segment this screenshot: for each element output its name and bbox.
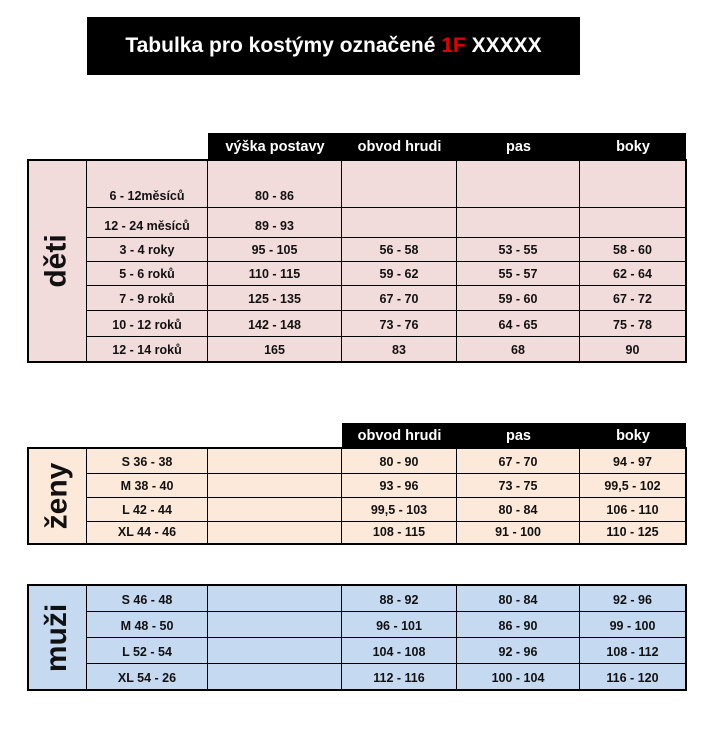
- table-cell: 100 - 104: [457, 664, 580, 690]
- table-cell: 99,5 - 103: [342, 498, 457, 522]
- muzi-group-label: muži: [28, 585, 87, 690]
- table-cell: 80 - 86: [208, 160, 342, 208]
- column-header: pas: [457, 133, 580, 160]
- table-cell: 80 - 84: [457, 585, 580, 612]
- size-label: 3 - 4 roky: [87, 238, 208, 262]
- column-header: obvod hrudi: [342, 133, 457, 160]
- table-cell: 99 - 100: [580, 612, 686, 638]
- column-header: pas: [457, 423, 580, 448]
- table-cell: 106 - 110: [580, 498, 686, 522]
- table-cell: [208, 448, 342, 474]
- size-label: XL 44 - 46: [87, 522, 208, 544]
- table-cell: [208, 638, 342, 664]
- table-cell: [208, 474, 342, 498]
- table-cell: 88 - 92: [342, 585, 457, 612]
- table-cell: 93 - 96: [342, 474, 457, 498]
- table-cell: 110 - 125: [580, 522, 686, 544]
- table-cell: 86 - 90: [457, 612, 580, 638]
- table-cell: 58 - 60: [580, 238, 686, 262]
- table-cell: 99,5 - 102: [580, 474, 686, 498]
- table-cell: 80 - 84: [457, 498, 580, 522]
- size-label: 7 - 9 roků: [87, 286, 208, 311]
- table-cell: 56 - 58: [342, 238, 457, 262]
- size-label: 6 - 12měsíců: [87, 160, 208, 208]
- table-cell: 80 - 90: [342, 448, 457, 474]
- group-label-text: muži: [40, 603, 73, 672]
- column-header: boky: [580, 423, 686, 448]
- column-header: obvod hrudi: [342, 423, 457, 448]
- zeny-group-label: ženy: [28, 448, 87, 544]
- title-text: Tabulka pro kostýmy označené: [125, 34, 442, 57]
- table-cell: 108 - 115: [342, 522, 457, 544]
- title-highlight: 1F: [441, 34, 466, 57]
- column-header: výška postavy: [208, 133, 342, 160]
- table-cell: 112 - 116: [342, 664, 457, 690]
- table-cell: [208, 522, 342, 544]
- size-label: 12 - 24 měsíců: [87, 208, 208, 238]
- table-cell: 53 - 55: [457, 238, 580, 262]
- group-label-text: děti: [40, 234, 73, 288]
- page-title: Tabulka pro kostýmy označené 1F XXXXX: [87, 17, 580, 75]
- table-cell: 94 - 97: [580, 448, 686, 474]
- table-cell: 59 - 62: [342, 262, 457, 286]
- table-cell: 89 - 93: [208, 208, 342, 238]
- table-cell: 91 - 100: [457, 522, 580, 544]
- table-cell: 108 - 112: [580, 638, 686, 664]
- size-label: 12 - 14 roků: [87, 337, 208, 362]
- table-cell: [208, 585, 342, 612]
- deti-group-label: děti: [28, 160, 87, 362]
- table-cell: [457, 160, 580, 208]
- size-label: L 52 - 54: [87, 638, 208, 664]
- table-cell: 104 - 108: [342, 638, 457, 664]
- size-label: XL 54 - 26: [87, 664, 208, 690]
- table-cell: 67 - 70: [342, 286, 457, 311]
- size-label: S 36 - 38: [87, 448, 208, 474]
- table-cell: 95 - 105: [208, 238, 342, 262]
- table-cell: 75 - 78: [580, 311, 686, 337]
- column-header: boky: [580, 133, 686, 160]
- table-cell: 62 - 64: [580, 262, 686, 286]
- table-cell: 59 - 60: [457, 286, 580, 311]
- table-cell: 92 - 96: [580, 585, 686, 612]
- table-cell: 96 - 101: [342, 612, 457, 638]
- table-cell: 73 - 76: [342, 311, 457, 337]
- table-cell: [457, 208, 580, 238]
- table-cell: [208, 664, 342, 690]
- size-label: S 46 - 48: [87, 585, 208, 612]
- table-cell: 116 - 120: [580, 664, 686, 690]
- size-label: L 42 - 44: [87, 498, 208, 522]
- size-label: M 48 - 50: [87, 612, 208, 638]
- table-cell: 73 - 75: [457, 474, 580, 498]
- table-cell: [580, 160, 686, 208]
- title-suffix: XXXXX: [465, 34, 542, 57]
- table-cell: 165: [208, 337, 342, 362]
- table-cell: 67 - 70: [457, 448, 580, 474]
- size-label: 5 - 6 roků: [87, 262, 208, 286]
- table-cell: 64 - 65: [457, 311, 580, 337]
- size-label: M 38 - 40: [87, 474, 208, 498]
- table-cell: 125 - 135: [208, 286, 342, 311]
- group-label-text: ženy: [40, 462, 74, 530]
- size-label: 10 - 12 roků: [87, 311, 208, 337]
- table-cell: 83: [342, 337, 457, 362]
- table-cell: 92 - 96: [457, 638, 580, 664]
- table-cell: [208, 498, 342, 522]
- table-cell: 68: [457, 337, 580, 362]
- table-cell: 110 - 115: [208, 262, 342, 286]
- table-cell: [208, 612, 342, 638]
- table-cell: 142 - 148: [208, 311, 342, 337]
- table-cell: [342, 160, 457, 208]
- table-cell: [342, 208, 457, 238]
- table-cell: 67 - 72: [580, 286, 686, 311]
- table-cell: 90: [580, 337, 686, 362]
- table-cell: 55 - 57: [457, 262, 580, 286]
- table-cell: [580, 208, 686, 238]
